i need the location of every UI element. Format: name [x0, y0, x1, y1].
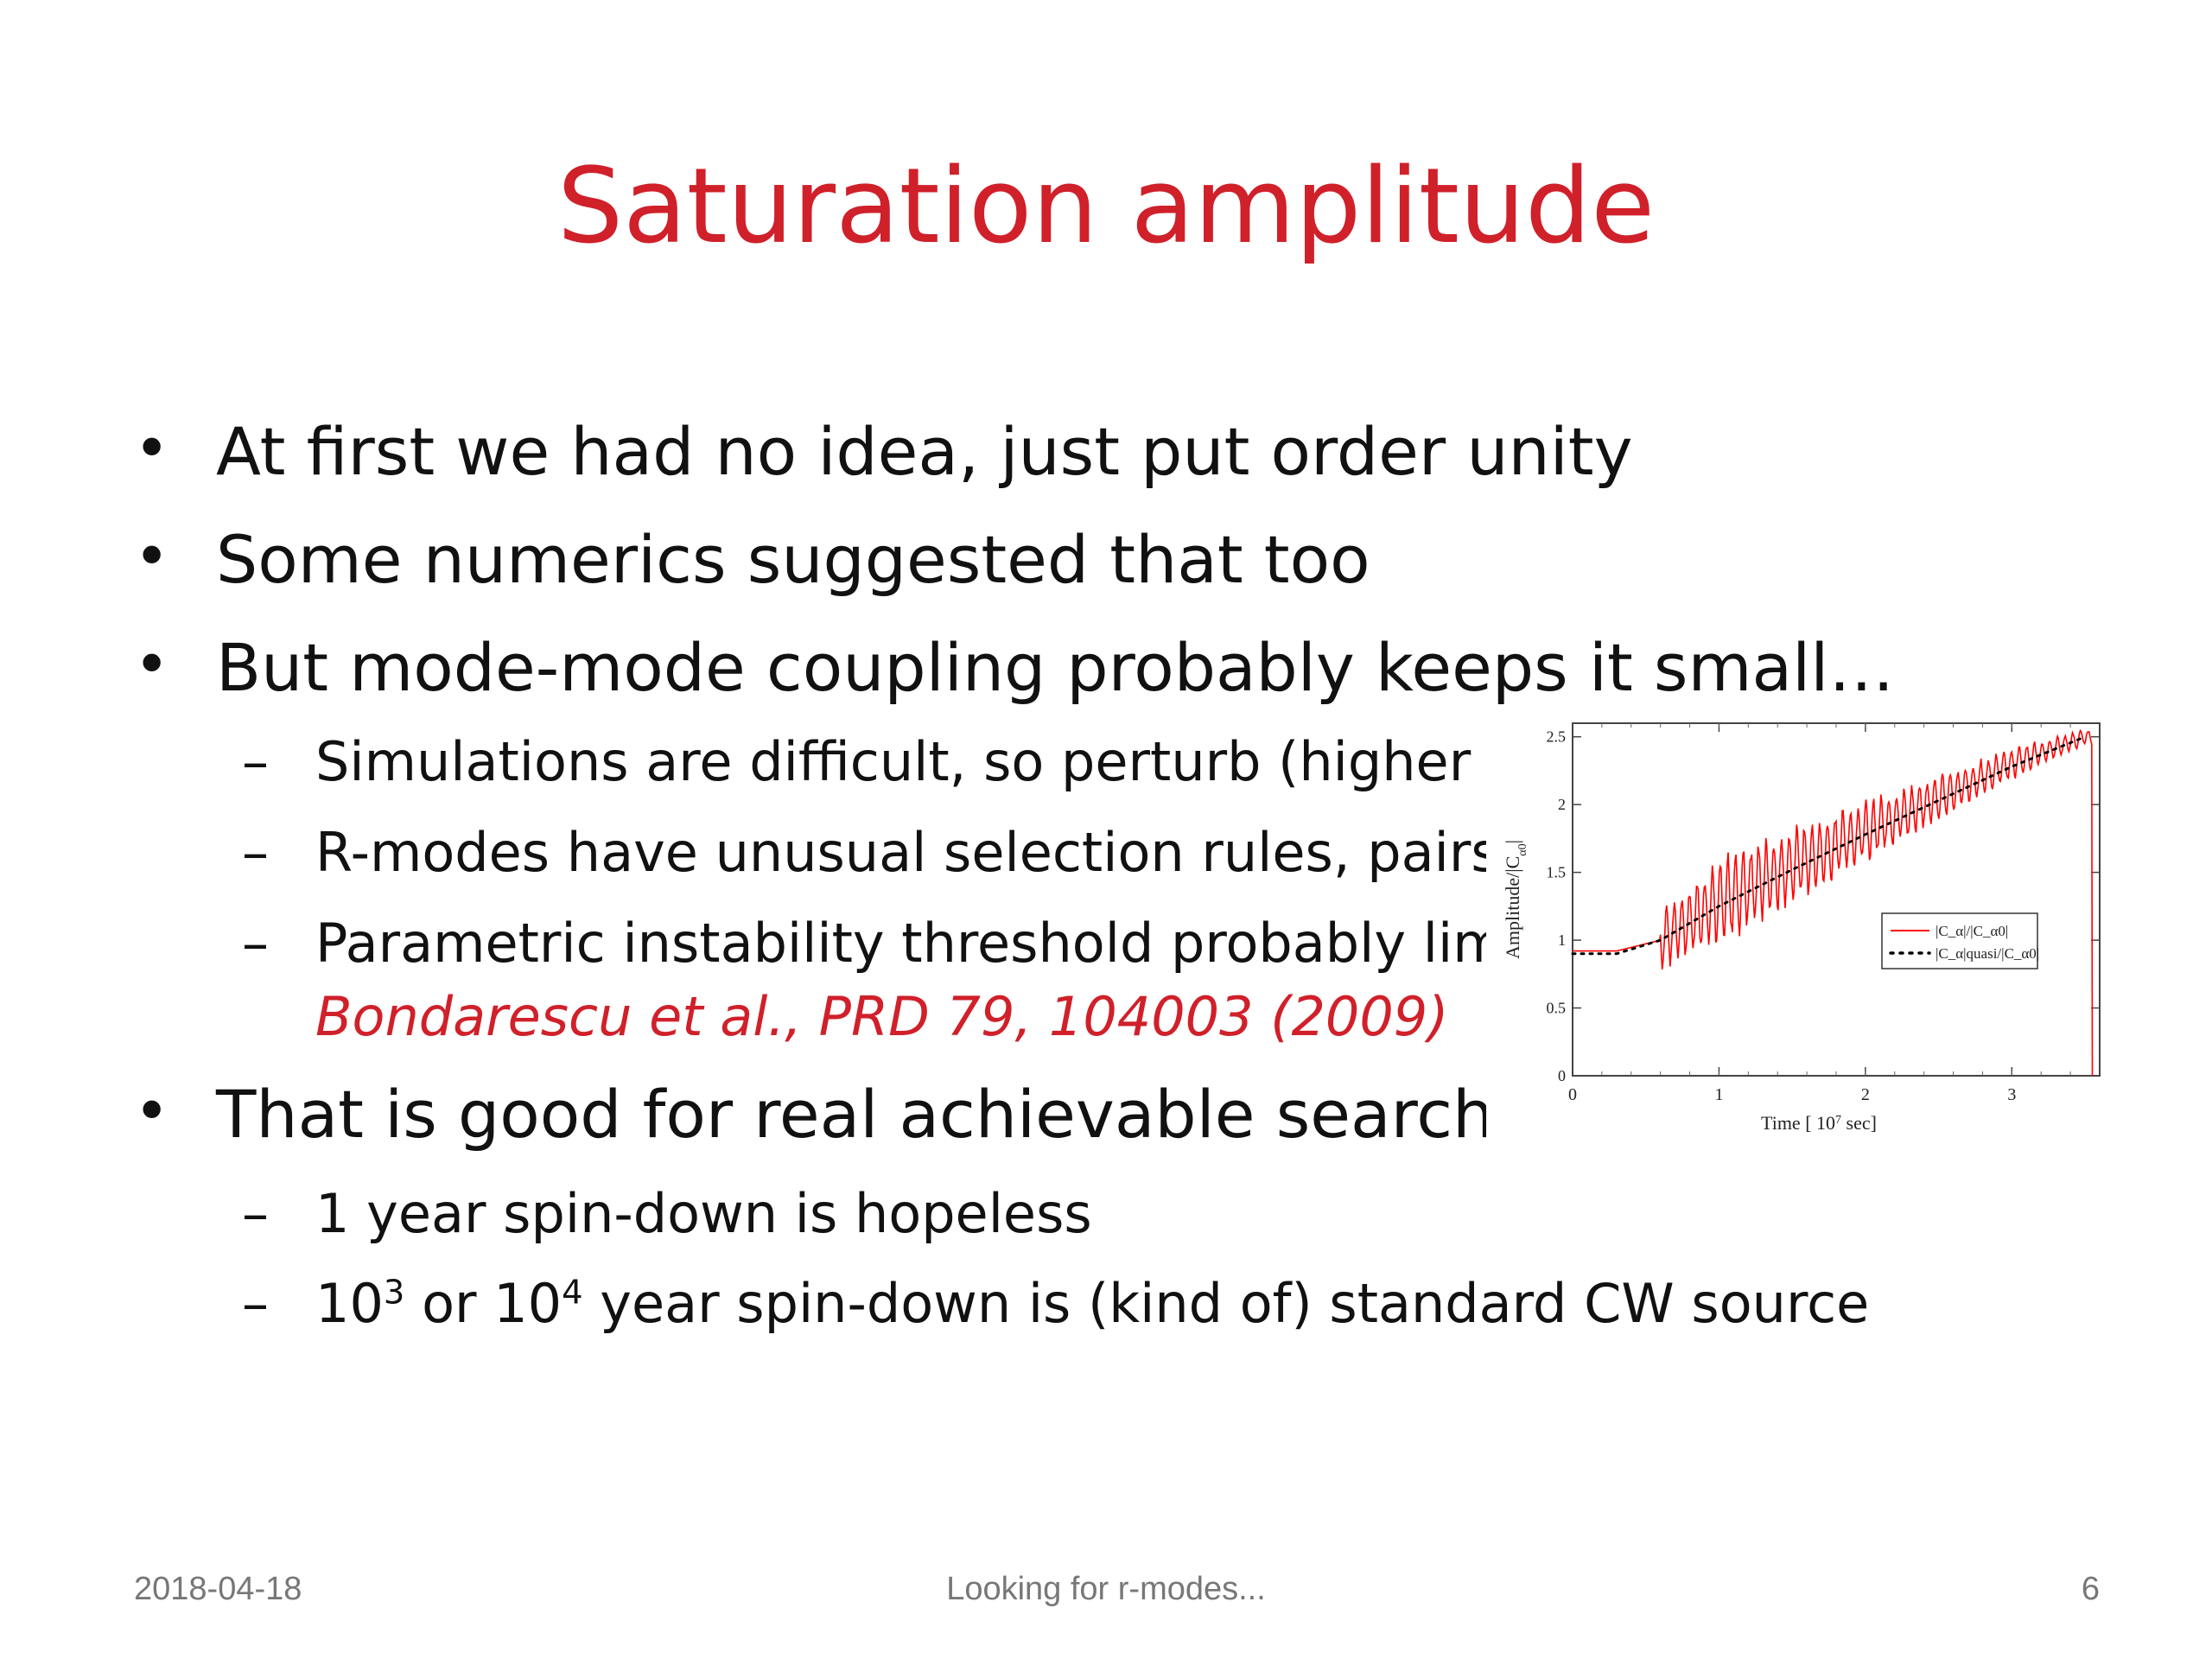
x-tick-label: 0 [1568, 1085, 1577, 1104]
bullet-dot: • [134, 629, 170, 700]
bullet-dot: • [134, 1076, 170, 1147]
legend-label-red: |C_α|/|C_α0| [1936, 923, 2008, 939]
x-tick-label: 3 [2007, 1085, 2016, 1104]
bullet-2-text: Some numerics suggested that too [216, 521, 1370, 598]
dash: – [242, 730, 269, 793]
y-tick-label: 0.5 [1547, 1000, 1567, 1017]
text-part: 10 [315, 1272, 384, 1335]
exponent: 4 [562, 1273, 583, 1313]
subbullet-2-text: R-modes have unusual selection rules, pa… [315, 821, 1568, 884]
subbullet-5-text: 103 or 104 year spin-down is (kind of) s… [315, 1272, 1869, 1335]
chart-series [1571, 728, 2094, 1077]
x-tick-label: 2 [1861, 1085, 1870, 1104]
x-axis-label: Time [ 107 sec] [1761, 1112, 1877, 1134]
exponent: 3 [383, 1273, 405, 1313]
footer-title: Looking for r-modes... [946, 1571, 1266, 1607]
subbullet-1-text: Simulations are difficult, so perturb (h… [315, 730, 1576, 793]
chart-ticks [1572, 723, 2100, 1077]
legend-label-black: |C_α|quasi/|C_α0| [1936, 945, 2039, 962]
x-axis-label-main: Time [ 10 [1761, 1112, 1835, 1134]
x-tick-label: 1 [1714, 1085, 1723, 1104]
footer-date: 2018-04-18 [134, 1571, 302, 1607]
legend-box [1881, 912, 2038, 969]
y-tick-label: 2 [1558, 796, 1566, 813]
y-tick-label: 0 [1558, 1067, 1566, 1084]
bullet-dot: • [134, 413, 170, 484]
y-tick-label: 2.5 [1547, 728, 1567, 746]
text-part: year spin-down is (kind of) standard CW … [582, 1272, 1870, 1335]
bullet-4-text: That is good for real achievable searche… [216, 1076, 1595, 1153]
text-part: or 10 [404, 1272, 563, 1335]
amplitude-chart: 0 1 2 3 0 0.5 1 1.5 2 2.5 Time [ 107 sec] Amplitude… [1486, 704, 2108, 1154]
x-axis-label-exp: 7 [1835, 1114, 1841, 1127]
dash: – [242, 912, 269, 975]
y-axis-label-tail: | [1502, 840, 1523, 843]
series-black-dotted [1571, 735, 2087, 956]
chart-labels: 0 1 2 3 0 0.5 1 1.5 2 2.5 Time [ 107 sec] Amplitude… [1502, 728, 2016, 1134]
subbullet-3-text: Parametric instability threshold probabl… [315, 912, 1569, 975]
bullet-dot: • [134, 521, 170, 592]
y-axis-label-main: Amplitude/|C [1502, 856, 1523, 959]
x-axis-label-tail: sec] [1841, 1112, 1877, 1134]
footer-page-number: 6 [2081, 1571, 2100, 1607]
plot-frame [1572, 722, 2101, 1077]
bullet-3-text: But mode-mode coupling probably keeps it… [216, 629, 1895, 706]
y-tick-label: 1 [1558, 931, 1566, 949]
y-axis-label-sub: α0 [1516, 843, 1529, 855]
reference-citation: Bondarescu et al., PRD 79, 104003 (2009) [315, 985, 1449, 1048]
slide-title: Saturation amplitude [556, 147, 1656, 267]
dash: – [242, 821, 269, 884]
chart-frame [1572, 722, 2101, 1077]
bullet-1-text: At first we had no idea, just put order … [216, 413, 1633, 490]
dash: – [242, 1182, 269, 1245]
dash: – [242, 1272, 269, 1335]
y-tick-label: 1.5 [1547, 864, 1567, 881]
y-axis-label: Amplitude/|Cα0| [1502, 840, 1529, 959]
chart-legend: |C_α|/|C_α0| |C_α|quasi/|C_α0| [1881, 912, 2039, 969]
subbullet-4-text: 1 year spin-down is hopeless [315, 1182, 1092, 1245]
